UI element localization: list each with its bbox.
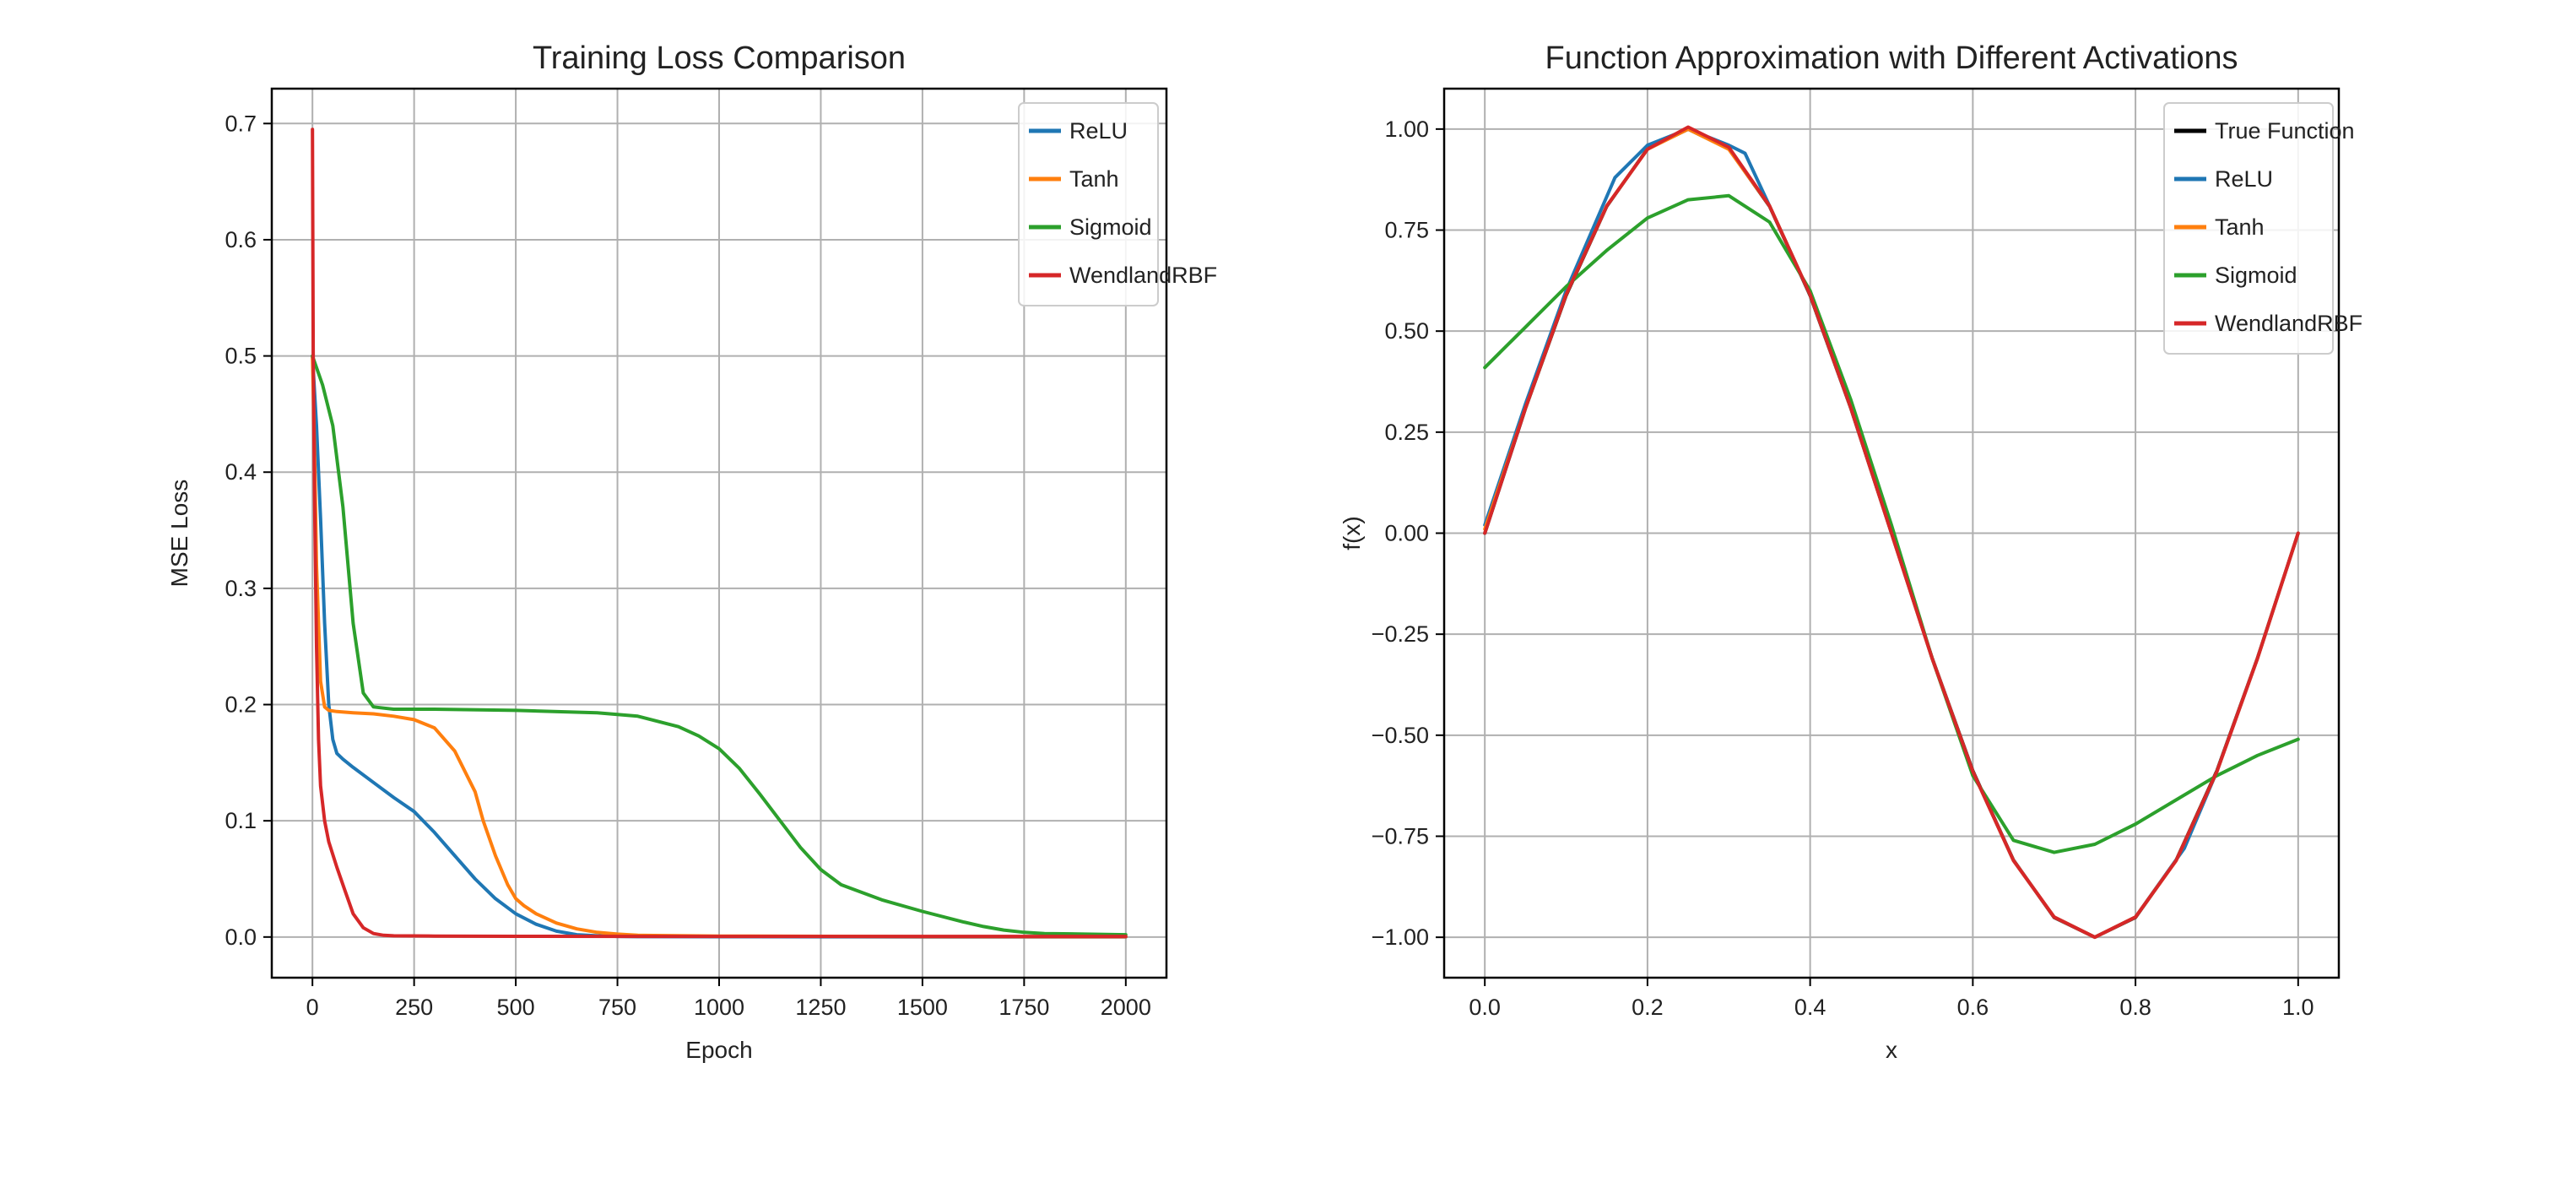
legend-label-wendlandrbf: WendlandRBF	[2215, 311, 2362, 336]
y-axis-label: f(x)	[1339, 516, 1365, 550]
legend-label-wendlandrbf: WendlandRBF	[1069, 263, 1217, 288]
series-lines	[311, 127, 1128, 939]
x-tick-label: 0.0	[1469, 995, 1501, 1020]
series-line-sigmoid	[1483, 193, 2300, 854]
legend: True Function ReLU Tanh Sigmoid WendlandRBF	[2163, 102, 2362, 355]
legend-box	[2163, 102, 2334, 355]
chart-title: Training Loss Comparison	[533, 41, 906, 76]
chart-2: 0.0 0.2 0.4 0.6 0.8 1.0 1.00 0.75 0.50 0.25 0.00 −0…	[1339, 41, 2362, 1063]
y-tick-label: −0.25	[1372, 621, 1429, 647]
legend-box	[1018, 102, 1159, 306]
y-tick-label: 0.75	[1384, 218, 1429, 243]
series-line-tanh	[311, 354, 1128, 939]
y-tick-label: 0.3	[225, 576, 257, 601]
x-tick-label: 250	[395, 995, 433, 1020]
x-axis-label: x	[1886, 1037, 1897, 1063]
y-tick-label: 0.5	[225, 344, 257, 369]
legend-label-tanh: Tanh	[1069, 166, 1119, 192]
x-tick-label: 750	[598, 995, 636, 1020]
legend-label-tanh: Tanh	[2215, 214, 2265, 240]
x-tick-label: 1750	[998, 995, 1049, 1020]
x-tick-label: 1500	[897, 995, 948, 1020]
y-tick-label: −0.75	[1372, 823, 1429, 849]
legend-label-sigmoid: Sigmoid	[2215, 263, 2297, 288]
y-tick-label: 0.00	[1384, 521, 1429, 546]
legend-label-true-function: True Function	[2215, 118, 2355, 144]
legend-label-relu: ReLU	[1069, 118, 1128, 144]
legend-label-sigmoid: Sigmoid	[1069, 214, 1152, 240]
chart-title: Function Approximation with Different Ac…	[1545, 41, 2238, 76]
y-tick-label: −1.00	[1372, 924, 1429, 950]
x-tick-label: 0.4	[1794, 995, 1826, 1020]
y-tick-label: 0.25	[1384, 420, 1429, 445]
y-tick-label: 0.6	[225, 227, 257, 252]
series-line-wendlandrbf	[1483, 125, 2300, 940]
x-tick-label: 1000	[694, 995, 744, 1020]
x-tick-label: 0.6	[1957, 995, 1989, 1020]
y-tick-label: 0.50	[1384, 318, 1429, 344]
x-tick-label: 2000	[1101, 995, 1151, 1020]
x-tick-label: 0	[306, 995, 319, 1020]
series-line-wendlandrbf	[311, 127, 1128, 939]
x-tick-label: 500	[497, 995, 535, 1020]
x-tick-label: 1.0	[2282, 995, 2314, 1020]
y-tick-label: 0.2	[225, 692, 257, 718]
y-tick-label: 0.1	[225, 808, 257, 833]
x-tick-label: 1250	[795, 995, 846, 1020]
chart-1: 0 250 500 750 1000 1250 1500 1750 2000 0.0 0.1 0.2 0…	[166, 41, 1217, 1063]
y-axis-label: MSE Loss	[166, 480, 192, 588]
x-tick-label: 0.8	[2119, 995, 2151, 1020]
legend: ReLU Tanh Sigmoid WendlandRBF	[1018, 102, 1217, 306]
series-line-sigmoid	[311, 354, 1128, 937]
legend-label-relu: ReLU	[2215, 166, 2273, 192]
x-axis-label: Epoch	[685, 1037, 752, 1063]
x-tick-label: 0.2	[1632, 995, 1664, 1020]
y-tick-label: 0.7	[225, 111, 257, 136]
y-tick-label: 0.0	[225, 924, 257, 950]
y-tick-label: 1.00	[1384, 117, 1429, 142]
series-lines	[1483, 125, 2300, 940]
y-tick-label: 0.4	[225, 459, 257, 485]
y-tick-label: −0.50	[1372, 723, 1429, 748]
